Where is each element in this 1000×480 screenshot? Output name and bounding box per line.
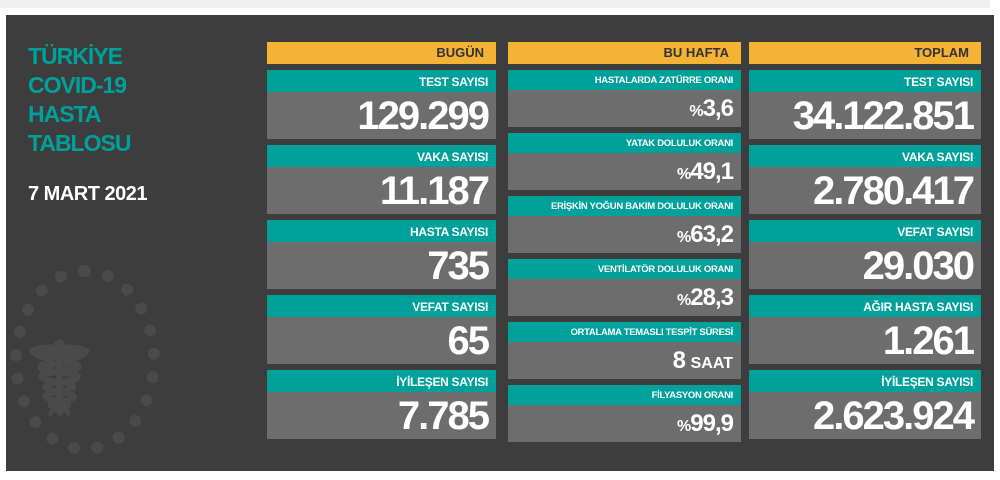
stat-label: İYİLEŞEN SAYISI (267, 370, 496, 392)
stat-value-box: 34.122.851 (749, 92, 981, 139)
title-line: HASTA (28, 101, 102, 127)
stat-card: VAKA SAYISI 2.780.417 (749, 145, 981, 214)
stat-label: VAKA SAYISI (749, 145, 981, 167)
stat-value: 3,6 (702, 95, 734, 122)
stat-label: VEFAT SAYISI (267, 295, 496, 317)
title-line: COVID-19 (28, 72, 127, 98)
stat-value-box: 8 SAAT (508, 342, 741, 379)
stat-value-box: 11.187 (267, 167, 496, 214)
stat-card: TEST SAYISI 34.122.851 (749, 70, 981, 139)
stat-value-box: %28,3 (508, 279, 741, 316)
title-line: TÜRKİYE (28, 43, 123, 69)
percent-sign: % (677, 229, 691, 246)
stat-value-box: %63,2 (508, 216, 741, 253)
week-column: BU HAFTA HASTALARDA ZATÜRRE ORANI %3,6 YATA… (508, 42, 741, 442)
column-header: TOPLAM (749, 42, 981, 64)
stat-label: TEST SAYISI (267, 70, 496, 92)
percent-sign: % (689, 103, 703, 120)
stat-label: VAKA SAYISI (267, 145, 496, 167)
stat-value-box: %99,9 (508, 405, 741, 442)
stat-card: YATAK DOLULUK ORANI %49,1 (508, 133, 741, 190)
stat-label: AĞIR HASTA SAYISI (749, 295, 981, 317)
stat-card: ERİŞKİN YOĞUN BAKIM DOLULUK ORANI %63,2 (508, 196, 741, 253)
stat-value: 34.122.851 (792, 94, 975, 138)
total-column: TOPLAM TEST SAYISI 34.122.851 VAKA SAYISI 2.… (749, 42, 981, 439)
stat-card: İYİLEŞEN SAYISI 7.785 (267, 370, 496, 439)
stat-value: 2.623.924 (813, 394, 975, 438)
stat-label: YATAK DOLULUK ORANI (508, 133, 741, 153)
stat-card: VEFAT SAYISI 29.030 (749, 220, 981, 289)
stat-value: 7.785 (397, 394, 490, 438)
stat-value: 99,9 (690, 410, 734, 437)
stat-value-box: 7.785 (267, 392, 496, 439)
stat-value: 49,1 (690, 158, 734, 185)
stat-value-box: 735 (267, 242, 496, 289)
stat-card: VEFAT SAYISI 65 (267, 295, 496, 364)
stat-card: HASTALARDA ZATÜRRE ORANI %3,6 (508, 70, 741, 127)
stat-label: VEFAT SAYISI (749, 220, 981, 242)
stat-value-box: %3,6 (508, 90, 741, 127)
percent-sign: % (677, 418, 691, 435)
percent-sign: % (677, 292, 691, 309)
stat-value: 28,3 (690, 284, 734, 311)
stat-card: AĞIR HASTA SAYISI 1.261 (749, 295, 981, 364)
column-header: BUGÜN (267, 42, 496, 64)
percent-sign: % (677, 166, 691, 183)
stat-label: HASTALARDA ZATÜRRE ORANI (508, 70, 741, 90)
title-line: TABLOSU (28, 130, 131, 156)
stat-label: ORTALAMA TEMASLI TESPİT SÜRESİ (508, 322, 741, 342)
stat-card: VENTİLATÖR DOLULUK ORANI %28,3 (508, 259, 741, 316)
stat-label: ERİŞKİN YOĞUN BAKIM DOLULUK ORANI (508, 196, 741, 216)
stat-value-box: 65 (267, 317, 496, 364)
stat-unit: SAAT (690, 355, 733, 372)
stat-value: 1.261 (882, 319, 975, 363)
today-column: BUGÜN TEST SAYISI 129.299 VAKA SAYISI 11.187… (267, 42, 496, 439)
top-strip (0, 0, 990, 8)
stat-value: 11.187 (379, 169, 490, 213)
stat-label: VENTİLATÖR DOLULUK ORANI (508, 259, 741, 279)
stat-card: HASTA SAYISI 735 (267, 220, 496, 289)
stat-value: 65 (447, 319, 490, 363)
stat-value: 735 (427, 244, 490, 288)
page-title: TÜRKİYE COVID-19 HASTA TABLOSU (28, 42, 131, 158)
stat-card: İYİLEŞEN SAYISI 2.623.924 (749, 370, 981, 439)
stat-value: 8 (672, 347, 686, 374)
stat-value-box: 1.261 (749, 317, 981, 364)
stat-value-box: 2.780.417 (749, 167, 981, 214)
stat-label: HASTA SAYISI (267, 220, 496, 242)
stat-label: FİLYASYON ORANI (508, 385, 741, 405)
stat-value-box: %49,1 (508, 153, 741, 190)
stat-card: FİLYASYON ORANI %99,9 (508, 385, 741, 442)
stat-label: TEST SAYISI (749, 70, 981, 92)
stat-card: ORTALAMA TEMASLI TESPİT SÜRESİ 8 SAAT (508, 322, 741, 379)
stat-value-box: 129.299 (267, 92, 496, 139)
caduceus-icon: ☤ (26, 324, 93, 436)
stat-label: İYİLEŞEN SAYISI (749, 370, 981, 392)
stat-card: TEST SAYISI 129.299 (267, 70, 496, 139)
stat-value: 129.299 (357, 94, 490, 138)
stat-value-box: 29.030 (749, 242, 981, 289)
stat-value-box: 2.623.924 (749, 392, 981, 439)
stat-value: 2.780.417 (813, 169, 975, 213)
stat-value: 63,2 (690, 221, 734, 248)
column-header: BU HAFTA (508, 42, 741, 64)
stat-card: VAKA SAYISI 11.187 (267, 145, 496, 214)
report-date: 7 MART 2021 (28, 183, 148, 205)
stat-value: 29.030 (862, 244, 975, 288)
